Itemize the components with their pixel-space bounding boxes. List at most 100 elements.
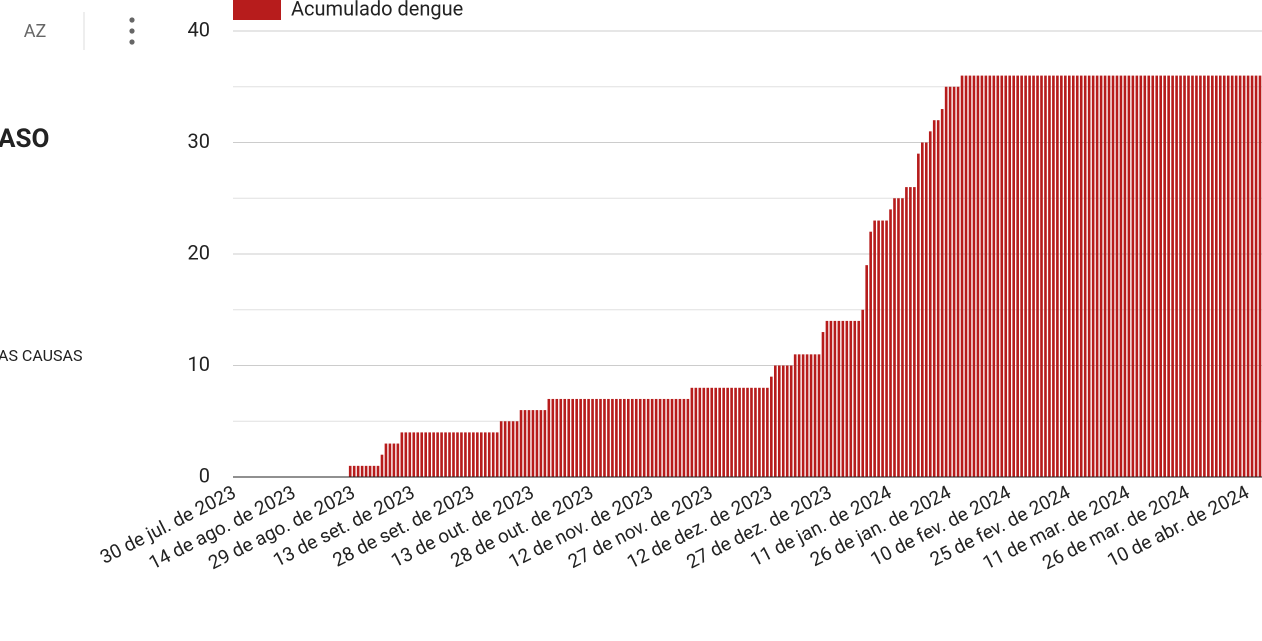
- bar: [877, 220, 880, 478]
- menu-dot[interactable]: [129, 17, 135, 23]
- bar: [1099, 75, 1103, 477]
- bar: [476, 432, 479, 477]
- bar: [742, 387, 745, 477]
- bar: [817, 354, 821, 477]
- bar: [591, 398, 594, 477]
- bar: [452, 432, 455, 477]
- bar: [932, 120, 936, 477]
- bar: [809, 354, 813, 477]
- bar: [372, 465, 376, 477]
- bar: [714, 387, 718, 477]
- bar: [388, 443, 392, 477]
- bar: [770, 376, 773, 477]
- y-tick-label: 40: [188, 17, 210, 41]
- bar: [440, 432, 443, 477]
- bar: [348, 465, 352, 477]
- bar: [1195, 75, 1198, 477]
- bar: [1222, 75, 1226, 477]
- panel-title: ASO: [0, 124, 49, 154]
- bar: [380, 454, 384, 477]
- bar: [1044, 75, 1047, 477]
- bar: [694, 387, 698, 477]
- bar: [1175, 75, 1178, 477]
- bar: [893, 198, 896, 477]
- bar: [968, 75, 972, 477]
- y-tick-label: 30: [188, 129, 210, 153]
- bar: [408, 432, 412, 477]
- bar: [563, 398, 567, 477]
- bar: [607, 398, 610, 477]
- bar: [1139, 75, 1143, 477]
- bar: [805, 354, 809, 477]
- bar: [924, 142, 928, 477]
- bar: [638, 398, 642, 477]
- bar: [464, 432, 467, 477]
- bar: [1214, 75, 1218, 477]
- y-tick-label: 10: [188, 352, 210, 376]
- bar: [813, 354, 817, 477]
- bar: [404, 432, 408, 477]
- bar: [1036, 75, 1039, 477]
- bar: [1103, 75, 1107, 477]
- bar: [873, 220, 876, 478]
- bar: [1147, 75, 1151, 477]
- legend-label: Acumulado dengue: [291, 0, 463, 20]
- bar: [356, 465, 360, 477]
- bar: [730, 387, 733, 477]
- panel-item: AS CAUSAS: [0, 346, 82, 365]
- bar: [507, 421, 511, 477]
- bar: [444, 432, 447, 477]
- menu-dot[interactable]: [129, 39, 135, 45]
- bar: [555, 398, 559, 477]
- bar: [710, 387, 714, 477]
- bar: [646, 398, 650, 477]
- bar: [690, 387, 694, 477]
- bar: [773, 365, 777, 477]
- bar: [1155, 75, 1159, 477]
- bar: [360, 465, 364, 477]
- bar: [964, 75, 968, 477]
- bar: [499, 421, 503, 477]
- bar: [1040, 75, 1043, 477]
- bar: [619, 398, 622, 477]
- bar: [396, 443, 400, 477]
- bar: [988, 75, 992, 477]
- bar: [678, 398, 682, 477]
- toolbar: AZ: [24, 12, 135, 50]
- bar: [1143, 75, 1147, 477]
- bar: [1191, 75, 1194, 477]
- bar: [853, 320, 857, 477]
- bar: [1242, 75, 1246, 477]
- bar: [1119, 75, 1123, 477]
- bar: [364, 465, 368, 477]
- bar: [1238, 75, 1242, 477]
- bar: [352, 465, 356, 477]
- bar: [547, 398, 551, 477]
- bar: [920, 142, 924, 477]
- bar: [1187, 75, 1190, 477]
- bar: [1091, 75, 1095, 477]
- bar: [829, 320, 833, 477]
- bar: [917, 153, 920, 477]
- bar: [400, 432, 404, 477]
- bar: [1008, 75, 1012, 477]
- bar: [1234, 75, 1238, 477]
- bar: [1052, 75, 1055, 477]
- bar: [1079, 75, 1083, 477]
- bar: [1171, 75, 1174, 477]
- bar: [797, 354, 801, 477]
- bar: [702, 387, 706, 477]
- menu-dot[interactable]: [129, 28, 135, 34]
- bar: [384, 443, 388, 477]
- bar: [793, 354, 797, 477]
- bar: [738, 387, 741, 477]
- bar: [952, 86, 956, 477]
- bar: [1064, 75, 1067, 477]
- bar: [472, 432, 475, 477]
- bar: [412, 432, 416, 477]
- sort-icon[interactable]: AZ: [24, 21, 47, 42]
- bar: [1199, 75, 1202, 477]
- bar: [424, 432, 428, 477]
- bar: [623, 398, 626, 477]
